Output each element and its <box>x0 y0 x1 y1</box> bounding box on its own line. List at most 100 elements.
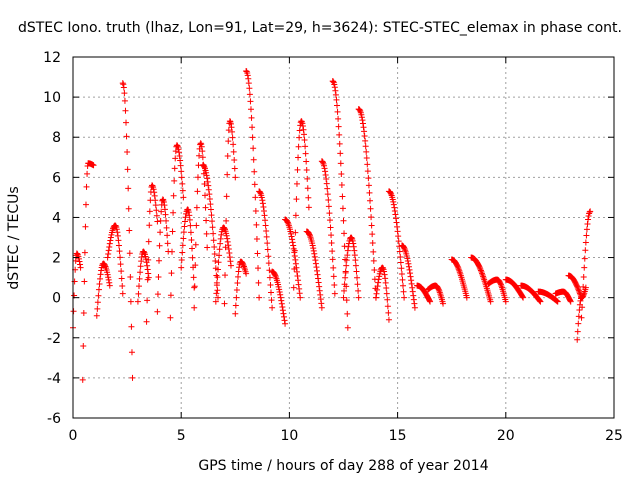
data-point <box>209 224 216 231</box>
data-point <box>279 307 286 314</box>
data-point <box>199 148 206 155</box>
data-point <box>246 91 253 98</box>
data-point <box>208 212 215 219</box>
data-point <box>390 201 397 208</box>
data-point <box>301 131 308 138</box>
data-point <box>107 234 114 241</box>
data-point <box>262 217 269 224</box>
data-point <box>106 243 113 250</box>
data-point <box>583 232 590 239</box>
data-point <box>582 284 589 291</box>
data-point <box>502 298 509 305</box>
data-point <box>157 217 164 224</box>
data-point <box>224 238 231 245</box>
data-point <box>325 197 332 204</box>
data-point <box>314 271 321 278</box>
data-point <box>146 208 153 215</box>
data-point <box>202 204 209 211</box>
data-point <box>118 275 125 282</box>
data-point <box>355 294 362 301</box>
data-point <box>497 281 504 288</box>
data-point <box>190 274 197 281</box>
data-point <box>152 197 159 204</box>
data-point <box>119 80 126 87</box>
data-point <box>105 250 112 257</box>
data-point <box>394 223 401 230</box>
data-point <box>185 209 192 216</box>
data-point <box>253 236 260 243</box>
data-point <box>269 304 276 311</box>
data-point <box>159 196 166 203</box>
data-point <box>580 283 587 290</box>
data-point <box>114 229 121 236</box>
data-point <box>454 263 461 270</box>
data-point <box>225 138 232 145</box>
data-point <box>265 260 272 267</box>
data-point <box>154 218 161 225</box>
data-point <box>400 288 407 295</box>
data-point <box>584 220 591 227</box>
data-point <box>104 271 111 278</box>
data-point <box>231 156 238 163</box>
data-point <box>231 165 238 172</box>
data-point <box>291 247 298 254</box>
data-point <box>204 244 211 251</box>
y-tick-label: 12 <box>43 50 61 66</box>
data-point <box>127 298 134 305</box>
data-point <box>180 194 187 201</box>
data-point <box>331 281 338 288</box>
y-tick-label: -2 <box>47 331 61 347</box>
data-point <box>585 216 592 223</box>
data-point <box>410 296 417 303</box>
data-point <box>205 186 212 193</box>
data-point <box>575 287 582 294</box>
data-point <box>258 194 265 201</box>
data-point <box>342 274 349 281</box>
data-point <box>349 237 356 244</box>
data-point <box>292 256 299 263</box>
data-point <box>317 296 324 303</box>
y-tick-label: 6 <box>52 170 61 186</box>
data-point <box>409 284 416 291</box>
data-point <box>293 196 300 203</box>
data-point <box>575 286 582 293</box>
data-point <box>478 268 485 275</box>
data-point <box>178 264 185 271</box>
data-point <box>235 268 242 275</box>
data-point <box>126 227 133 234</box>
data-point <box>359 120 366 127</box>
data-point <box>410 292 417 299</box>
data-point <box>374 286 381 293</box>
data-point <box>124 149 131 156</box>
data-point <box>142 253 149 260</box>
data-point <box>381 268 388 275</box>
data-point <box>487 298 494 305</box>
data-point <box>75 255 82 262</box>
data-point <box>234 280 241 287</box>
data-point <box>118 268 125 275</box>
data-point <box>354 274 361 281</box>
data-point <box>260 203 267 210</box>
data-point <box>331 84 338 91</box>
data-point <box>176 153 183 160</box>
data-point <box>340 294 347 301</box>
data-point <box>281 317 288 324</box>
data-point <box>149 182 156 189</box>
data-point <box>381 271 388 278</box>
data-point <box>396 248 403 255</box>
data-point <box>318 300 325 307</box>
y-tick-label: 8 <box>52 130 61 146</box>
data-point <box>338 182 345 189</box>
data-point <box>129 374 136 381</box>
data-point <box>373 290 380 297</box>
data-point <box>390 198 397 205</box>
data-point <box>178 256 185 263</box>
data-point <box>216 252 223 259</box>
y-tick-label: 4 <box>52 210 61 226</box>
data-point <box>364 168 371 175</box>
data-point <box>181 218 188 225</box>
data-point <box>206 191 213 198</box>
data-point <box>213 282 220 289</box>
data-point <box>355 287 362 294</box>
data-point <box>223 193 230 200</box>
